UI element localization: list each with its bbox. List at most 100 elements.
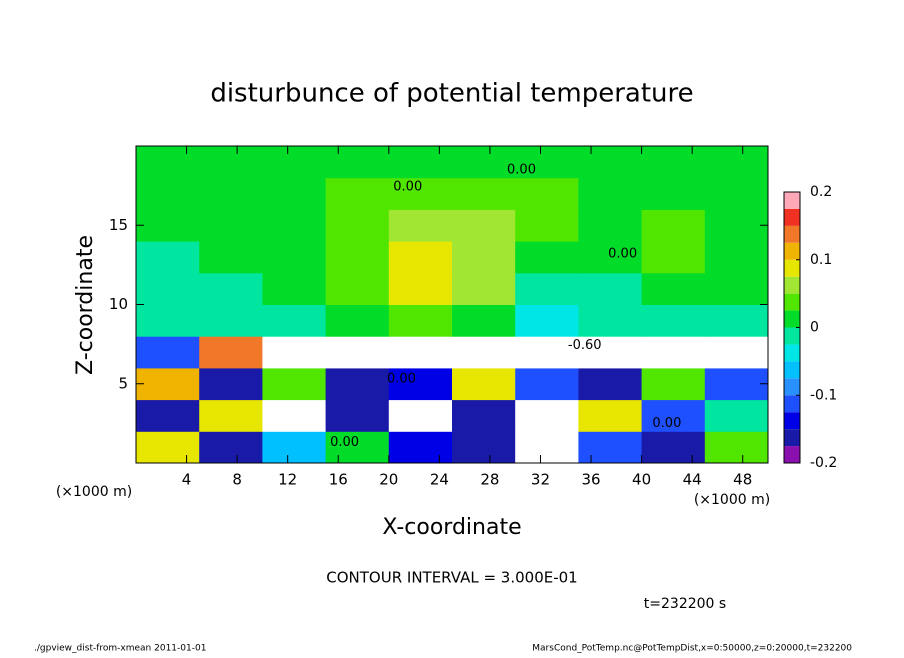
cell [199, 209, 263, 242]
field [136, 146, 769, 464]
cell [641, 241, 706, 274]
y-tick-label: 5 [118, 374, 128, 392]
time-label: t=232200 s [644, 596, 726, 612]
cell [262, 336, 327, 369]
cell [136, 431, 200, 464]
cell [578, 431, 643, 464]
x-tick-label: 8 [232, 471, 242, 489]
colorbar-swatch [784, 327, 800, 345]
cell [136, 177, 200, 210]
cell [452, 146, 516, 179]
cell [578, 146, 643, 179]
cell [452, 209, 516, 242]
colorbar-swatch [784, 378, 800, 396]
colorbar-swatch [784, 361, 800, 379]
cell [515, 177, 579, 210]
cell [704, 272, 769, 305]
cell [199, 241, 263, 274]
cell [325, 146, 390, 179]
cell [704, 367, 769, 401]
colorbar-tick-label: -0.2 [810, 455, 837, 471]
chart-title: disturbunce of potential temperature [210, 79, 693, 109]
x-tick-label: 24 [430, 471, 449, 489]
colorbar-tick-label: 0.1 [810, 252, 832, 268]
cell [452, 399, 516, 432]
contour-label: 0.00 [393, 180, 422, 195]
cell [641, 146, 706, 179]
colorbar-swatch [784, 344, 800, 362]
cell [452, 304, 516, 337]
colorbar-swatch [784, 276, 800, 294]
cell [262, 304, 327, 337]
cell [136, 304, 200, 337]
cell [325, 209, 390, 242]
cell [578, 272, 643, 305]
colorbar-swatch [784, 412, 800, 430]
cell [641, 367, 706, 401]
cell [578, 367, 643, 401]
cell [704, 241, 769, 274]
cell [325, 336, 390, 369]
colorbar-tick-label: 0 [810, 320, 819, 336]
x-tick-label: 36 [581, 471, 600, 489]
cell [388, 304, 453, 337]
cell [641, 177, 706, 210]
cell [199, 177, 263, 210]
contour-interval: CONTOUR INTERVAL = 3.000E-01 [326, 569, 577, 587]
x-tick-label: 4 [182, 471, 192, 489]
contour-label: 0.00 [507, 162, 536, 177]
contour-label: 0.00 [387, 371, 416, 386]
cell [136, 367, 200, 401]
cell [136, 399, 200, 432]
x-tick-label: 48 [733, 471, 752, 489]
cell [704, 431, 769, 464]
colorbar-swatch [784, 293, 800, 311]
x-tick-label: 32 [531, 471, 550, 489]
cell [515, 431, 579, 464]
cell [199, 367, 263, 401]
cell [388, 209, 453, 242]
cell [199, 336, 263, 369]
colorbar-swatch [784, 208, 800, 226]
colorbar-swatch [784, 225, 800, 243]
colorbar-swatch [784, 446, 800, 463]
cell [325, 272, 390, 305]
cell [388, 399, 453, 432]
colorbar-tick-label: -0.1 [810, 387, 837, 403]
cell [136, 209, 200, 242]
cell [641, 431, 706, 464]
cell [262, 177, 327, 210]
cell [388, 177, 453, 210]
cell [136, 241, 200, 274]
contour-label: 0.00 [652, 416, 681, 431]
y-axis-label: Z-coordinate [73, 235, 98, 375]
cell [578, 177, 643, 210]
cell [199, 304, 263, 337]
cell [452, 272, 516, 305]
x-tick-label: 28 [480, 471, 499, 489]
cell [325, 304, 390, 337]
cell [704, 146, 769, 179]
cell [704, 209, 769, 242]
cell [578, 399, 643, 432]
colorbar-tick-label: 0.2 [810, 184, 832, 200]
cell [641, 272, 706, 305]
cell [388, 336, 453, 369]
cell [578, 304, 643, 337]
cell [452, 241, 516, 274]
cell [641, 304, 706, 337]
cell [199, 399, 263, 432]
footer-left: ./gpview_dist-from-xmean 2011-01-01 [34, 644, 206, 654]
x-axis-label: X-coordinate [382, 515, 521, 540]
y-tick-label: 15 [109, 216, 128, 234]
cell [704, 399, 769, 432]
cell [452, 367, 516, 401]
cell [262, 431, 327, 464]
cell [199, 431, 263, 464]
cell [515, 209, 579, 242]
cell [452, 336, 516, 369]
overlay: 0.000.000.00-0.600.000.000.004 8 12 16 20 24 2… [109, 145, 837, 489]
cell [388, 367, 453, 401]
cell [641, 209, 706, 242]
cell [515, 399, 579, 432]
